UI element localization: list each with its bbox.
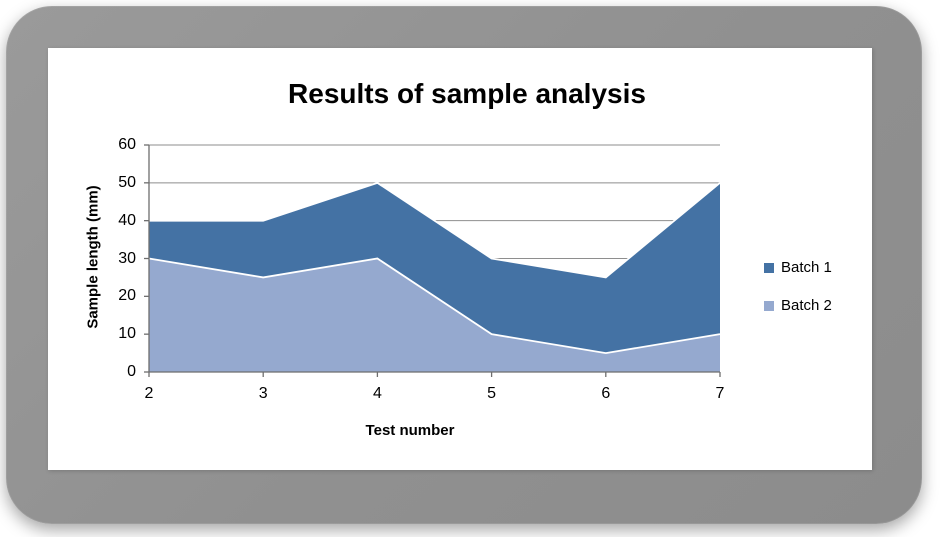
legend-label: Batch 2 (781, 297, 832, 314)
x-tick-label: 7 (715, 385, 725, 402)
chart-title[interactable]: Results of sample analysis (288, 78, 646, 109)
batch-2-edge (148, 257, 721, 354)
batch-2-area[interactable] (149, 258, 720, 373)
legend-swatch-icon (764, 262, 774, 273)
x-tick-label: 5 (487, 385, 497, 402)
legend-label: Batch 1 (781, 259, 832, 276)
legend-swatch-icon (764, 300, 774, 311)
y-tick-label: 0 (127, 363, 136, 380)
y-tick-label: 30 (118, 249, 136, 267)
y-tick-label: 20 (118, 287, 136, 305)
legend-item-batch-2[interactable]: Batch 2 (764, 297, 832, 314)
y-tick-label: 50 (118, 173, 136, 191)
x-tick-label: 6 (601, 385, 611, 402)
x-axis-title[interactable]: Test number (365, 422, 455, 439)
legend[interactable]: Batch 1 Batch 2 (764, 259, 832, 314)
x-tick-label: 2 (144, 385, 154, 402)
x-tick-label: 4 (372, 385, 382, 402)
plot-area[interactable] (48, 48, 872, 470)
y-tick-label: 10 (118, 325, 136, 343)
y-tick-label: 60 (118, 136, 136, 153)
legend-item-batch-1[interactable]: Batch 1 (764, 259, 832, 276)
x-tick-label: 3 (258, 385, 268, 402)
slide-frame: Results of sample analysis Sample length… (6, 6, 922, 524)
y-tick-label: 40 (118, 211, 136, 229)
chart-card: Results of sample analysis Sample length… (48, 48, 872, 470)
batch-1-edge (149, 181, 721, 279)
